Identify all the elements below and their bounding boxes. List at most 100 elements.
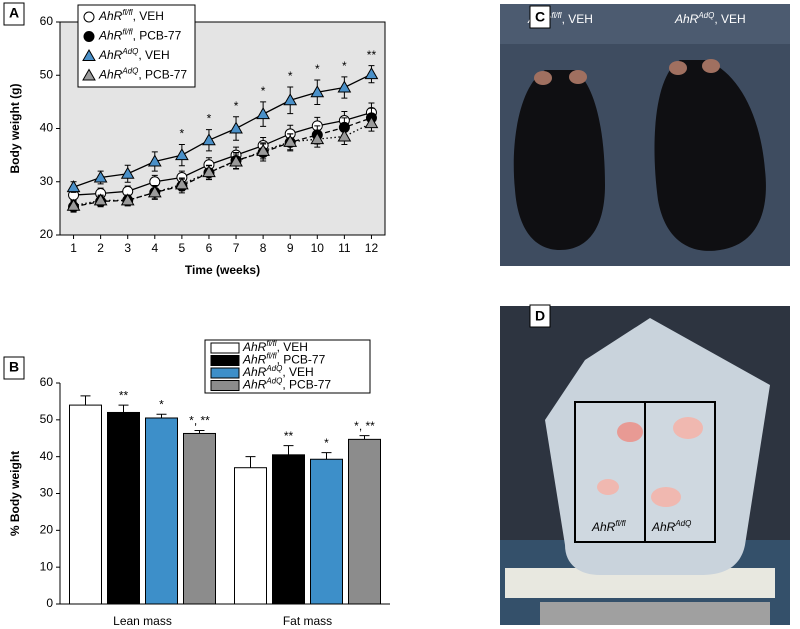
bar (69, 404, 102, 605)
photo-caption: AhRfl/fl (591, 519, 626, 535)
bar (310, 458, 343, 605)
photo-c: AhRfl/fl, VEH AhRAdQ, VEH (500, 4, 790, 266)
error-bar (283, 445, 294, 455)
legend-label: AhRAdQ, VEH (98, 47, 170, 63)
significance-label: ** (284, 429, 294, 443)
significance-label: * (342, 59, 347, 73)
series-line (73, 73, 372, 188)
panel-label: A (9, 5, 19, 21)
marker (202, 165, 216, 178)
marker (147, 154, 162, 167)
significance-label: * (234, 99, 239, 113)
y-tick-label: 20 (40, 227, 54, 241)
y-tick-label: 50 (40, 412, 54, 426)
legend-label: AhRAdQ, PCB-77 (98, 66, 187, 82)
legend-label: AhRfl/fl, PCB-77 (242, 351, 326, 367)
marker (256, 143, 270, 156)
legend-marker (83, 31, 95, 42)
photo-d: AhRfl/fl AhRAdQ (500, 306, 790, 625)
x-tick-label: 1 (70, 241, 77, 255)
marker (283, 93, 298, 106)
y-tick-label: 0 (46, 596, 53, 610)
x-tick-label: Fat mass (283, 614, 332, 628)
marker (202, 133, 216, 146)
marker (93, 193, 108, 206)
marker (66, 180, 81, 193)
significance-label: * (159, 397, 164, 411)
marker (66, 198, 81, 211)
y-tick-label: 20 (40, 523, 54, 537)
significance-label: * (324, 436, 329, 450)
x-tick-label: 12 (365, 241, 379, 255)
significance-label: * (261, 84, 266, 98)
y-tick-label: 10 (40, 559, 54, 573)
marker (256, 107, 270, 120)
y-tick-label: 30 (40, 174, 54, 188)
panel-label: D (535, 308, 545, 324)
error-bar (118, 404, 129, 413)
significance-label: * (288, 69, 293, 83)
significance-label: *, ** (354, 419, 375, 433)
y-tick-label: 60 (40, 14, 54, 28)
error-bar (156, 413, 167, 418)
marker (337, 129, 352, 142)
legend-marker (82, 68, 96, 81)
significance-label: * (315, 62, 320, 76)
x-tick-label: 5 (179, 241, 186, 255)
x-tick-label: 8 (260, 241, 267, 255)
x-axis-label: Time (weeks) (185, 263, 260, 277)
panel-label: B (9, 359, 19, 375)
marker (229, 154, 243, 167)
y-tick-label: 40 (40, 449, 54, 463)
legend-label: AhRfl/fl, VEH (98, 8, 164, 24)
panel-label-box (3, 356, 25, 380)
bar (348, 438, 381, 605)
x-tick-label: 6 (206, 241, 213, 255)
marker (364, 116, 379, 129)
marker (120, 193, 135, 206)
bar (107, 411, 140, 605)
photo-caption: AhRAdQ, VEH (674, 11, 746, 27)
error-bar (321, 452, 332, 460)
error-bar (245, 456, 256, 468)
marker (310, 85, 325, 98)
legend-swatch (210, 342, 240, 354)
marker (93, 170, 108, 183)
panel-label-box (529, 304, 551, 328)
legend-marker (83, 11, 95, 23)
legend-box (77, 4, 196, 88)
marker (147, 185, 162, 198)
significance-label: ** (119, 388, 129, 402)
photo-caption: AhRAdQ (651, 519, 691, 535)
marker (310, 132, 325, 145)
legend-swatch (210, 355, 240, 366)
panel-label: C (535, 9, 545, 25)
bar (145, 417, 178, 605)
y-tick-label: 40 (40, 121, 54, 135)
y-axis-label: Body weight (g) (8, 84, 22, 174)
significance-label: * (207, 112, 212, 126)
significance-label: ** (367, 48, 377, 62)
legend-swatch (210, 367, 240, 379)
marker (283, 134, 298, 147)
panel-label-box (3, 2, 25, 26)
x-tick-label: 3 (124, 241, 131, 255)
error-bar (80, 395, 91, 406)
marker (337, 80, 352, 93)
bar (234, 467, 267, 605)
panel-label-box (529, 5, 551, 29)
significance-label: *, ** (189, 414, 210, 428)
y-axis-label: % Body weight (8, 451, 22, 536)
marker (364, 67, 379, 80)
legend-label: AhRAdQ, PCB-77 (242, 376, 331, 392)
bar (272, 454, 305, 605)
legend-marker (82, 48, 96, 61)
x-tick-label: 11 (338, 241, 351, 255)
marker (120, 166, 135, 179)
x-tick-label: 10 (311, 241, 325, 255)
x-tick-label: 2 (97, 241, 104, 255)
significance-label: * (180, 127, 185, 141)
legend-label: AhRfl/fl, VEH (242, 339, 308, 355)
y-tick-label: 60 (40, 375, 54, 389)
